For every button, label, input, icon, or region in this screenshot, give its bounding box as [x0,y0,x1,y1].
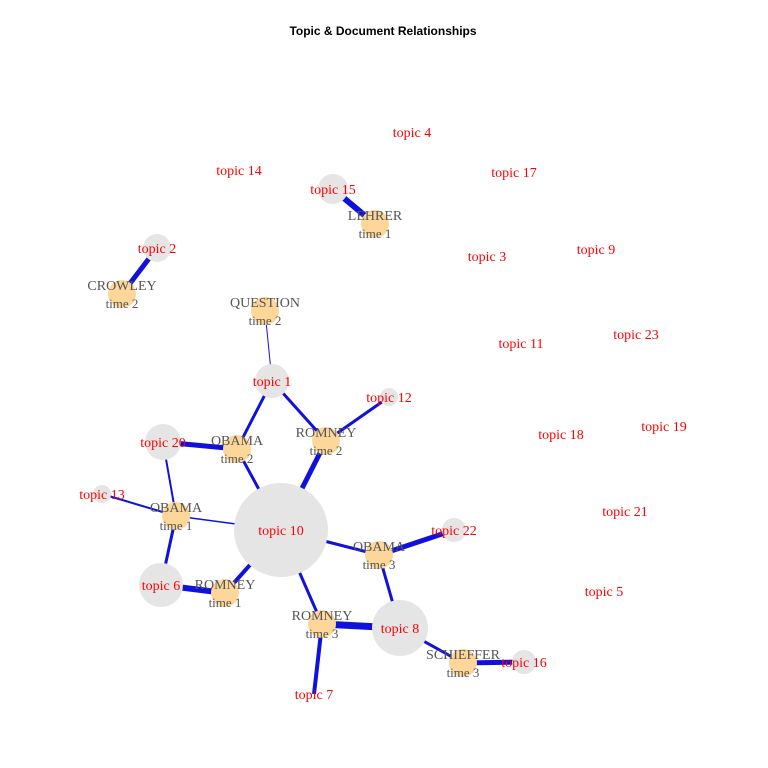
document-name-romney3: ROMNEY [292,609,353,624]
labels-layer: topic 1 topic 2 topic 3 topic 4 topic 5 topic… [79,126,687,703]
document-name-obama1: OBAMA [150,501,203,516]
topic-label-t21: topic 21 [602,505,648,520]
topic-label-t19: topic 19 [641,420,687,435]
topic-label-t6: topic 6 [142,579,181,594]
topic-label-t16: topic 16 [501,656,547,671]
document-node-schieffer3 [449,649,477,677]
document-name-schieffer3: SCHIEFFER [426,648,501,663]
document-name-crowley2: CROWLEY [87,279,156,294]
topic-label-t18: topic 18 [538,428,584,443]
topic-node-t15 [318,174,348,204]
topic-label-t2: topic 2 [138,242,177,257]
topic-node-t20 [145,424,181,460]
topic-label-t7: topic 7 [295,688,334,703]
topic-node-t8 [372,600,428,656]
topic-label-t11: topic 11 [499,337,544,352]
document-time-romney2: time 2 [310,443,343,458]
topic-label-t23: topic 23 [613,328,659,343]
topic-label-t22: topic 22 [431,524,477,539]
document-time-romney1: time 1 [209,595,242,610]
document-node-obama2 [223,435,251,463]
document-node-question2 [251,297,279,325]
topic-node-t22 [442,518,466,542]
document-time-romney3: time 3 [306,626,339,641]
topic-node-t13 [93,485,111,503]
topic-label-t12: topic 12 [366,391,412,406]
topic-node-t6 [139,563,183,607]
document-name-obama3: OBAMA [353,540,406,555]
document-node-romney2 [312,427,340,455]
document-node-obama1 [162,502,190,530]
document-time-obama2: time 2 [221,451,254,466]
document-name-romney2: ROMNEY [296,426,357,441]
document-node-lehrer1 [361,210,389,238]
topic-label-t20: topic 20 [140,436,186,451]
document-time-obama1: time 1 [160,518,193,533]
topic-label-t17: topic 17 [491,166,537,181]
document-name-question2: QUESTION [230,296,300,311]
nodes-layer [93,174,536,677]
topic-node-t1 [255,364,289,398]
document-time-crowley2: time 2 [106,296,139,311]
document-node-romney3 [308,610,336,638]
topic-label-t13: topic 13 [79,488,125,503]
topic-label-t10: topic 10 [258,524,304,539]
topic-label-t14: topic 14 [216,164,262,179]
document-time-lehrer1: time 1 [359,226,392,241]
topic-node-t12 [380,388,398,406]
chart-title: Topic & Document Relationships [289,24,476,38]
topic-node-t16 [512,650,536,674]
topic-label-t1: topic 1 [253,375,292,390]
topic-label-t5: topic 5 [585,585,624,600]
document-time-schieffer3: time 3 [447,665,480,680]
topic-node-t10 [234,483,328,577]
topic-node-t2 [143,234,171,262]
topic-label-t3: topic 3 [468,250,507,265]
topic-label-t8: topic 8 [381,622,420,637]
document-name-romney1: ROMNEY [195,578,256,593]
topic-label-t15: topic 15 [310,183,356,198]
topic-label-t9: topic 9 [577,243,616,258]
document-time-obama3: time 3 [363,557,396,572]
document-time-question2: time 2 [249,313,282,328]
document-node-crowley2 [108,280,136,308]
document-node-romney1 [211,579,239,607]
document-name-lehrer1: LEHRER [348,209,403,224]
document-node-obama3 [365,541,393,569]
document-name-obama2: OBAMA [211,434,264,449]
topic-label-t4: topic 4 [393,126,432,141]
